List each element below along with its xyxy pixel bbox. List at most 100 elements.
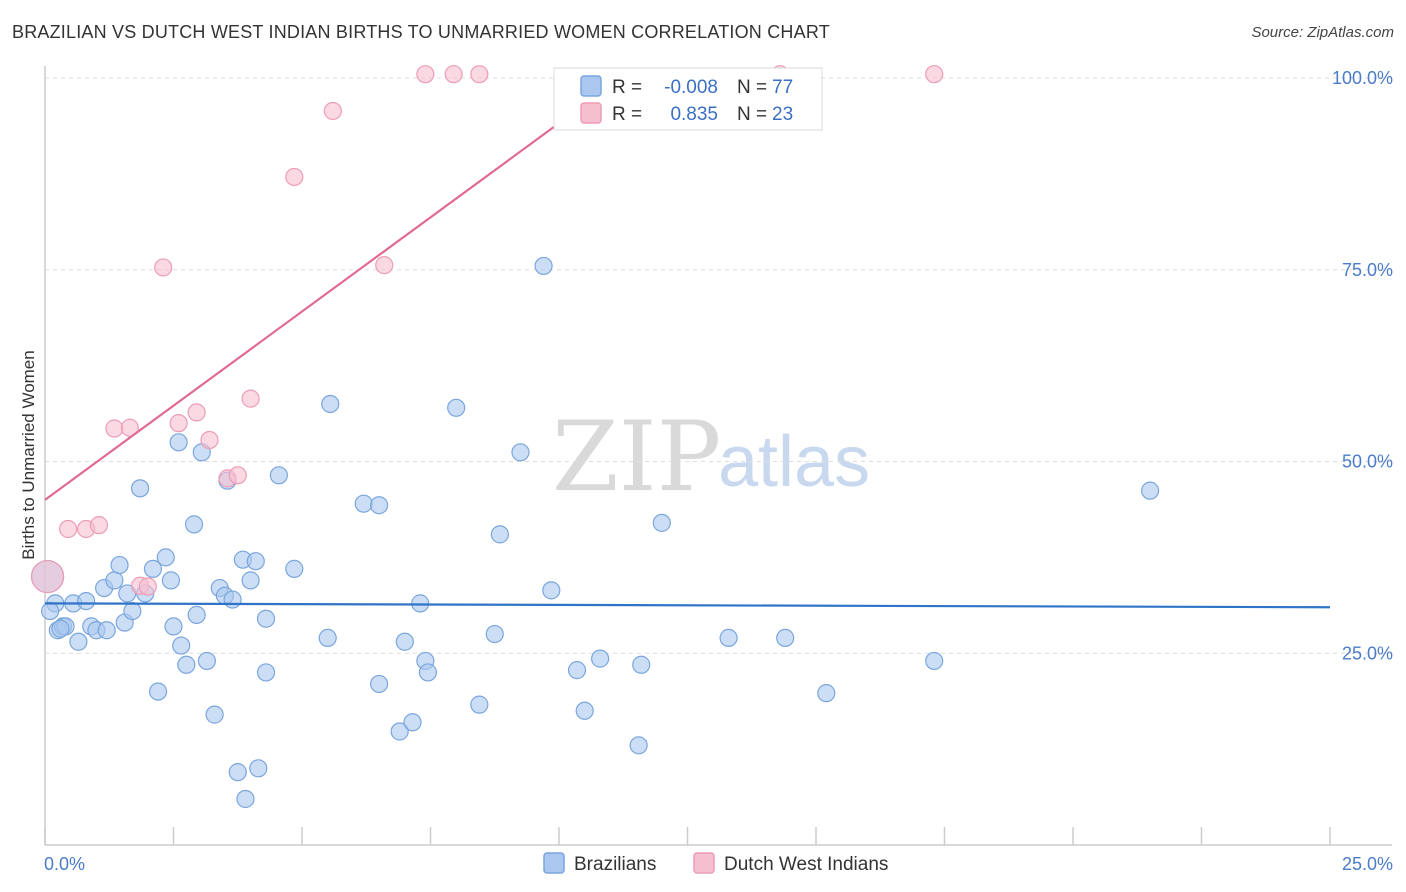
brazilian-point [249, 759, 268, 778]
brazilian-point [205, 705, 224, 724]
brazilian-point [411, 594, 430, 613]
brazilian-point [223, 590, 242, 609]
stats-legend-swatch-dutch-west-indians [580, 102, 602, 124]
stats-legend-r-value-1: -0.008 [664, 77, 718, 98]
stats-legend-r-label-2: R = [612, 104, 642, 125]
bottom-legend-swatch-brazilians [543, 852, 565, 874]
brazilian-point [925, 651, 944, 671]
brazilian-point [130, 479, 150, 498]
brazilian-point [236, 789, 255, 809]
brazilian-point [246, 552, 265, 571]
chart-title: BRAZILIAN VS DUTCH WEST INDIAN BIRTHS TO… [12, 22, 830, 42]
brazilian-point [447, 398, 466, 417]
dutch-west-indian-point [187, 403, 206, 422]
dutch-west-indian-point [925, 65, 944, 84]
y-tick-label: 100.0% [1332, 68, 1393, 88]
stats-legend-n-value-2: 23 [772, 104, 793, 125]
brazilian-point [228, 763, 247, 782]
brazilian-point [403, 713, 422, 732]
brazilian-point [256, 663, 276, 682]
stats-legend-n-label-2: N = [737, 104, 767, 125]
brazilian-point [542, 581, 561, 600]
brazilian-point [269, 466, 288, 485]
y-axis-label: Births to Unmarried Women [19, 350, 38, 559]
dutch-west-indian-point [323, 101, 342, 121]
brazilian-point [652, 513, 671, 532]
brazilian-point [172, 636, 191, 655]
brazilian-point [77, 591, 96, 611]
brazilian-point [177, 655, 196, 674]
brazilian-point [241, 571, 260, 590]
x-tick-label: 0.0% [44, 854, 85, 874]
dutch-west-indian-point [241, 389, 260, 408]
dutch-west-indian-point [470, 65, 489, 84]
chart-source: Source: ZipAtlas.com [1251, 24, 1394, 41]
dutch-west-indian-point [59, 519, 78, 539]
brazilian-point [418, 663, 438, 682]
brazilian-point [41, 601, 60, 621]
brazilian-point [156, 548, 175, 567]
x-tick-label: 25.0% [1342, 854, 1393, 874]
brazilian-point [591, 649, 610, 668]
brazilian-point [485, 624, 504, 644]
trend-layer [44, 77, 1331, 609]
brazilian-point [285, 559, 304, 578]
dutch-west-indian-point [375, 256, 394, 275]
brazilian-point [123, 601, 142, 621]
brazilian-point [197, 651, 217, 671]
stats-legend-n-value-1: 77 [772, 77, 793, 98]
y-tick-label: 25.0% [1342, 643, 1393, 663]
brazilian-point [354, 494, 373, 513]
brazilians-trend-line [44, 602, 1331, 609]
brazilian-point [321, 394, 340, 414]
brazilian-point [105, 571, 124, 590]
brazilian-point [256, 609, 276, 628]
brazilian-point [370, 674, 389, 694]
y-tick-label: 75.0% [1342, 260, 1393, 280]
brazilian-point [69, 632, 88, 651]
brazilian-point [161, 571, 181, 590]
watermark-zip: ZIP [552, 401, 721, 513]
dutch-west-indian-point [416, 65, 435, 84]
bottom-legend-label-dutch-west-indians: Dutch West Indians [724, 854, 888, 875]
brazilian-point [719, 628, 738, 648]
stats-legend-r-label-1: R = [612, 77, 642, 98]
brazilian-point [776, 628, 795, 648]
y-tick-label: 50.0% [1342, 452, 1393, 472]
brazilian-point [629, 736, 648, 755]
dutch-west-indian-point [200, 430, 219, 450]
brazilian-point [51, 619, 70, 638]
brazilian-point [534, 256, 553, 276]
brazilian-point [567, 661, 587, 680]
dutch-west-indians-trend-line [44, 77, 622, 501]
dutch-west-indian-point [105, 419, 124, 438]
dutch-west-indian-point [30, 559, 65, 594]
brazilian-point [169, 433, 188, 452]
brazilian-point [370, 496, 389, 515]
brazilian-point [187, 605, 206, 625]
brazilian-point [511, 443, 530, 462]
brazilian-point [575, 701, 594, 720]
dutch-west-indian-point [89, 516, 109, 535]
stats-legend-n-label-1: N = [737, 77, 767, 98]
axes-layer: 25.0% 50.0% 75.0% 100.0% 0.0% 25.0% [44, 66, 1393, 874]
brazilian-point [632, 655, 651, 674]
bottom-legend-label-brazilians: Brazilians [574, 854, 656, 875]
dutch-west-indian-point [444, 65, 463, 84]
dutch-west-indian-point [169, 414, 188, 433]
stats-legend-swatch-brazilians [580, 75, 602, 97]
dutch-west-indian-point [120, 418, 139, 437]
brazilian-point [390, 722, 409, 741]
brazilian-point [143, 559, 163, 578]
brazilian-point [1140, 481, 1160, 500]
dutch-west-indian-point [228, 466, 247, 485]
brazilian-point [470, 695, 489, 714]
brazilian-point [490, 525, 509, 544]
dutch-west-indian-point [285, 167, 304, 187]
brazilian-point [164, 617, 183, 636]
brazilian-point [97, 621, 116, 640]
stats-legend: R = -0.008 N = 77 R = 0.835 N = 23 [553, 67, 823, 131]
brazilian-point [184, 515, 204, 534]
brazilian-point [395, 632, 414, 651]
